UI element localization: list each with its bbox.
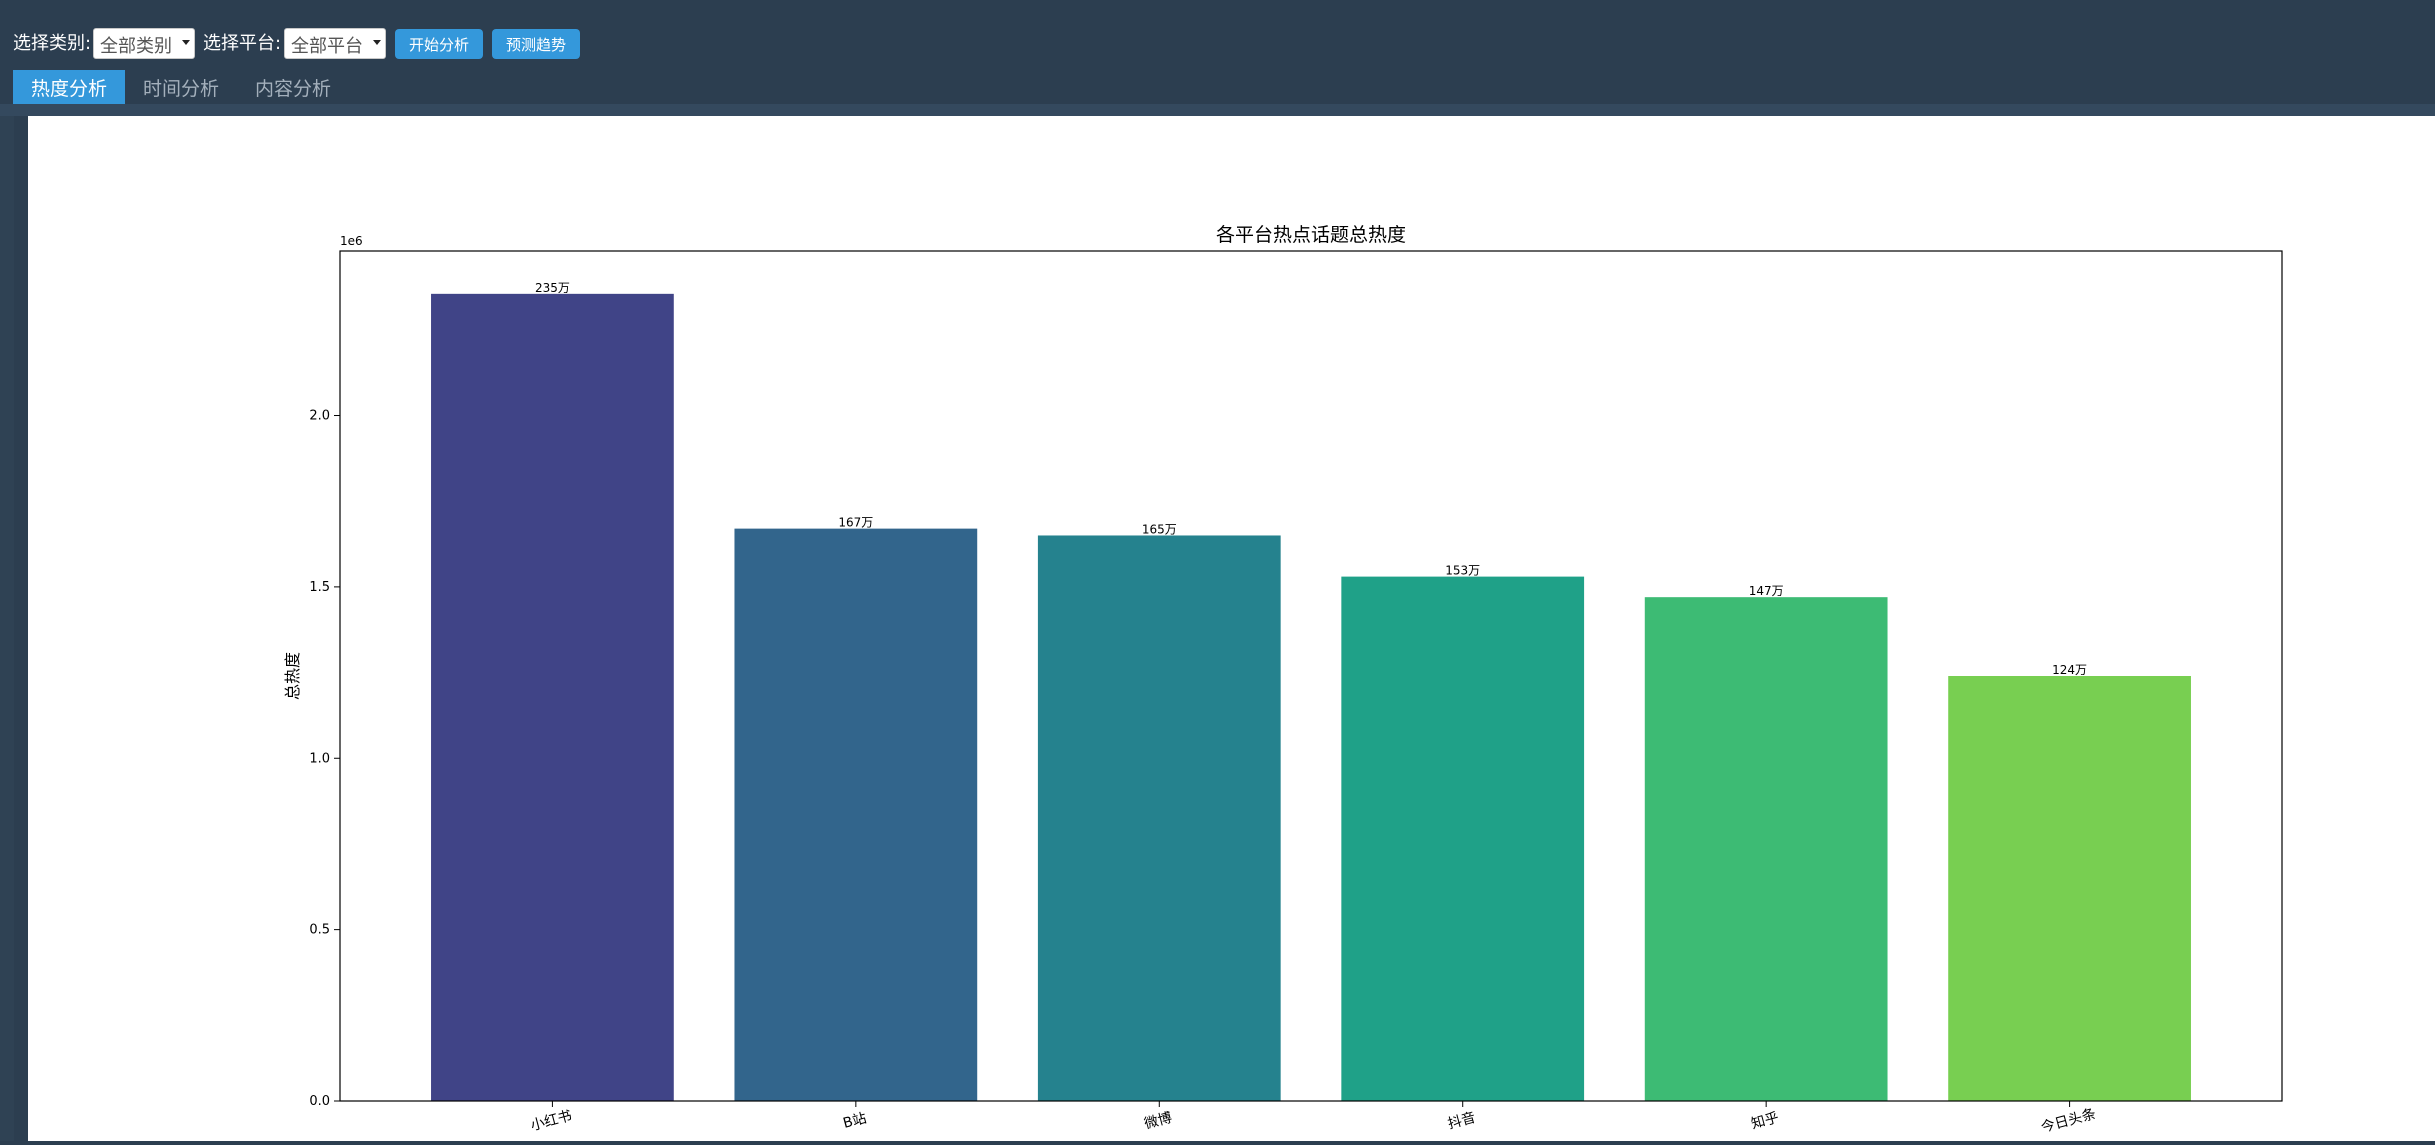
x-tick-label: 今日头条 bbox=[2039, 1105, 2097, 1136]
platform-select[interactable]: 全部平台 bbox=[284, 28, 386, 59]
start-analysis-button[interactable]: 开始分析 bbox=[395, 29, 483, 59]
bar-data-label: 153万 bbox=[1445, 564, 1480, 578]
bar-3 bbox=[1341, 576, 1585, 1101]
bar-data-label: 235万 bbox=[535, 281, 570, 295]
predict-trend-button[interactable]: 预测趋势 bbox=[492, 29, 580, 59]
bar-0 bbox=[431, 293, 674, 1101]
y-tick-label: 2.0 bbox=[309, 409, 330, 424]
x-tick-label: 微博 bbox=[1142, 1109, 1173, 1133]
y-tick-label: 0.5 bbox=[309, 923, 330, 938]
tab-content-analysis[interactable]: 内容分析 bbox=[254, 77, 331, 100]
y-tick-label: 0.0 bbox=[309, 1094, 330, 1109]
chart-title: 各平台热点话题总热度 bbox=[1216, 224, 1406, 246]
chart-canvas: 各平台热点话题总热度 1e6 总热度 0.0 0.5 1.0 1.5 2.0 235万小红书 16… bbox=[28, 116, 2435, 1141]
bar-5 bbox=[1948, 676, 2191, 1101]
x-tick-label: 知乎 bbox=[1749, 1109, 1780, 1133]
tab-time-analysis[interactable]: 时间分析 bbox=[142, 77, 219, 100]
category-label: 选择类别: bbox=[13, 33, 92, 54]
bar-data-label: 124万 bbox=[2052, 663, 2087, 677]
bar-1 bbox=[734, 528, 978, 1101]
bar-data-label: 165万 bbox=[1142, 522, 1177, 536]
y-axis-label: 总热度 bbox=[283, 652, 302, 700]
platform-label: 选择平台: bbox=[203, 33, 282, 54]
category-select[interactable]: 全部类别 bbox=[93, 28, 195, 59]
toolbar: 选择类别: 全部类别 选择平台: 全部平台 开始分析 预测趋势 bbox=[0, 0, 2435, 66]
chevron-down-icon bbox=[373, 40, 381, 45]
y-tick-label: 1.5 bbox=[309, 580, 330, 595]
bar-data-label: 147万 bbox=[1749, 584, 1784, 598]
axis-offset-label: 1e6 bbox=[340, 234, 363, 248]
category-select-value: 全部类别 bbox=[100, 36, 172, 57]
platform-select-value: 全部平台 bbox=[291, 36, 363, 57]
panel-left-edge bbox=[0, 116, 14, 1141]
chevron-down-icon bbox=[182, 40, 190, 45]
bar-4 bbox=[1644, 597, 1888, 1101]
plot-frame bbox=[339, 250, 2283, 1102]
bar-data-label: 167万 bbox=[838, 516, 873, 530]
tab-strip bbox=[0, 104, 2435, 116]
y-tick-label: 1.0 bbox=[309, 751, 330, 766]
tab-heat-analysis[interactable]: 热度分析 bbox=[13, 70, 125, 104]
x-tick-label: 抖音 bbox=[1446, 1109, 1477, 1133]
x-tick-label: 小红书 bbox=[529, 1108, 574, 1134]
bar-2 bbox=[1037, 535, 1281, 1101]
x-tick-label: B站 bbox=[841, 1110, 868, 1132]
